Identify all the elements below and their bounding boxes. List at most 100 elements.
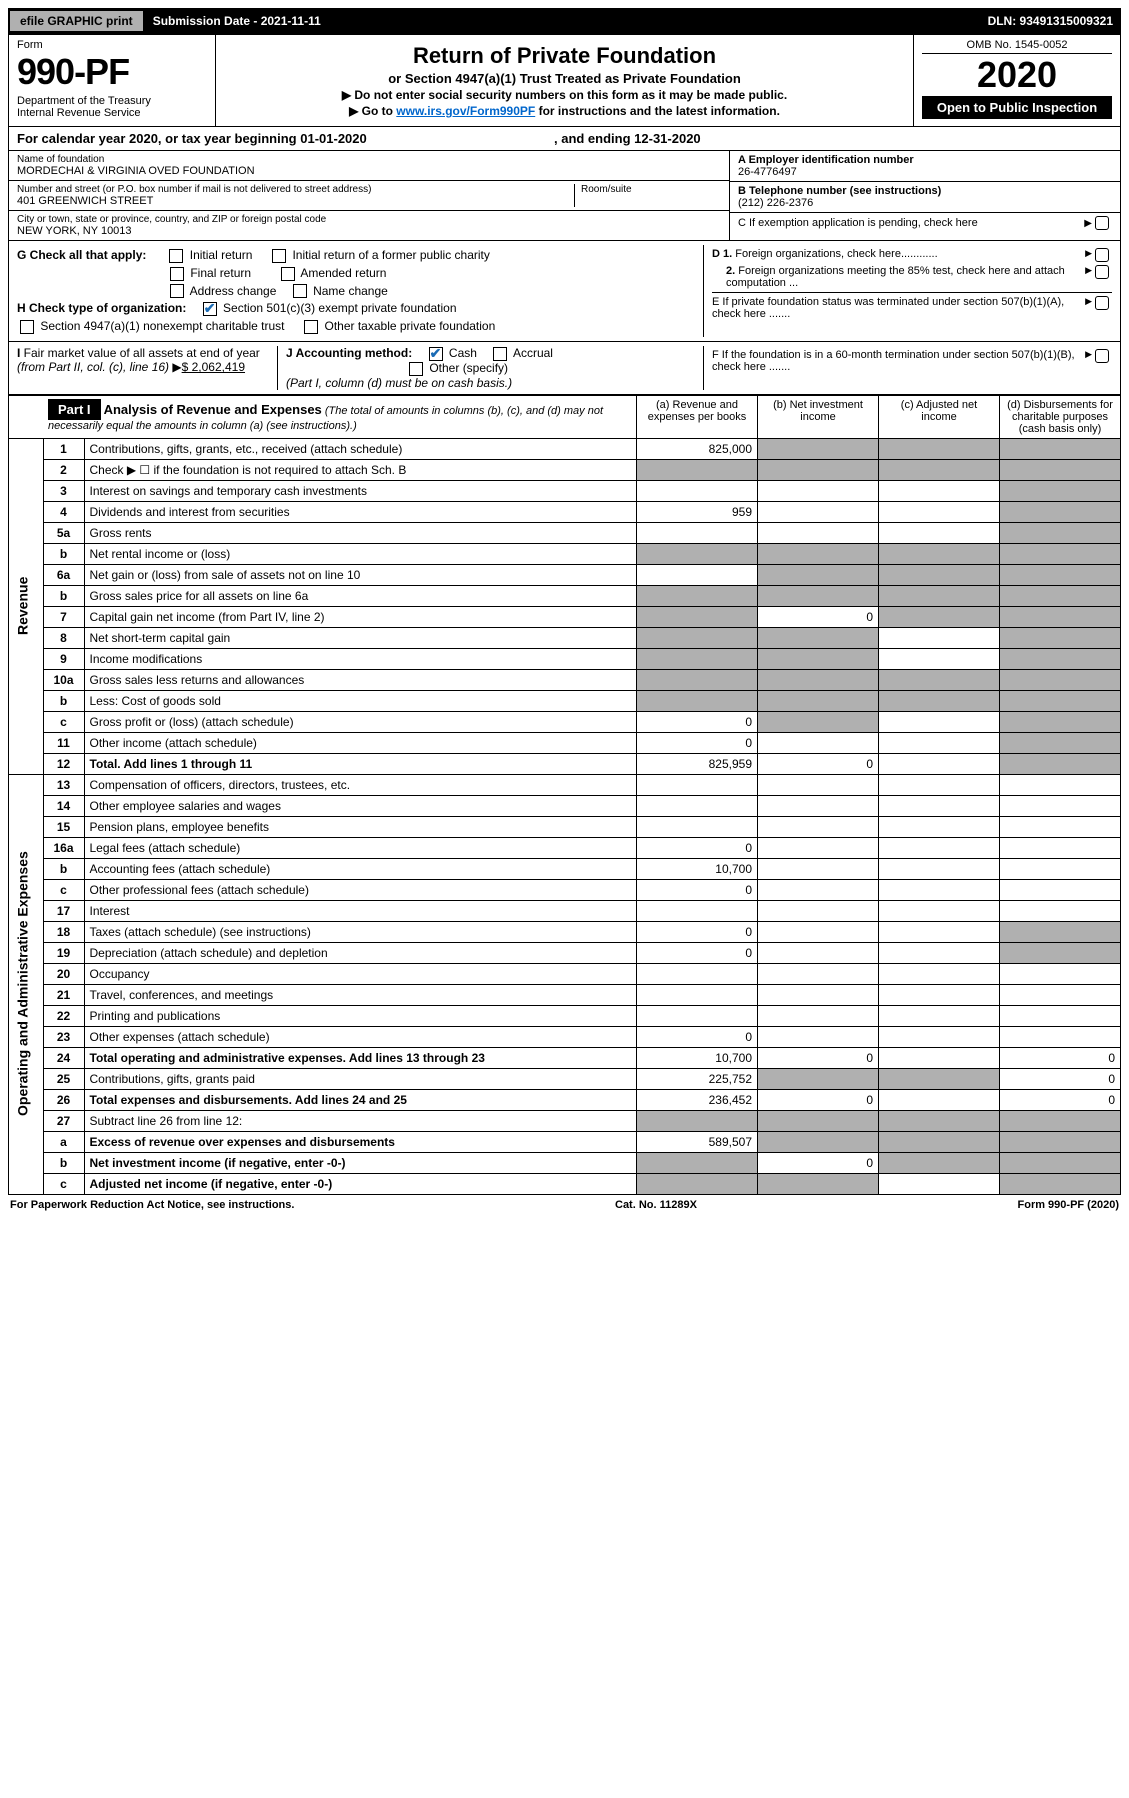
info-block: Name of foundation MORDECHAI & VIRGINIA … — [8, 151, 1121, 241]
form-subtitle: or Section 4947(a)(1) Trust Treated as P… — [226, 71, 903, 86]
g-initial-return-checkbox[interactable] — [169, 249, 183, 263]
j-other-checkbox[interactable] — [409, 362, 423, 376]
g-final-return-checkbox[interactable] — [170, 267, 184, 281]
name-label: Name of foundation — [17, 154, 721, 165]
j-cash-checkbox[interactable] — [429, 347, 443, 361]
line-number: b — [43, 585, 84, 606]
submission-date: Submission Date - 2021-11-11 — [145, 14, 329, 28]
cell-d — [1000, 648, 1121, 669]
cell-b: 0 — [758, 1089, 879, 1110]
cell-c — [879, 1110, 1000, 1131]
cell-c — [879, 501, 1000, 522]
cell-b — [758, 480, 879, 501]
cell-b — [758, 669, 879, 690]
line-number: b — [43, 690, 84, 711]
table-row: bLess: Cost of goods sold — [9, 690, 1121, 711]
line-label: Other professional fees (attach schedule… — [84, 879, 637, 900]
cell-a: 0 — [637, 942, 758, 963]
cell-b — [758, 942, 879, 963]
line-label: Other employee salaries and wages — [84, 795, 637, 816]
part1-title: Analysis of Revenue and Expenses — [104, 402, 322, 417]
h-other-taxable-checkbox[interactable] — [304, 320, 318, 334]
cell-b — [758, 690, 879, 711]
cell-a — [637, 522, 758, 543]
cell-d — [1000, 711, 1121, 732]
line-number: 13 — [43, 774, 84, 795]
cell-a — [637, 480, 758, 501]
f-checkbox[interactable] — [1095, 349, 1109, 363]
line-label: Printing and publications — [84, 1005, 637, 1026]
h-501c3-checkbox[interactable] — [203, 302, 217, 316]
form-number: 990-PF — [17, 51, 207, 93]
line-number: c — [43, 1173, 84, 1194]
table-row: 7Capital gain net income (from Part IV, … — [9, 606, 1121, 627]
cell-d — [1000, 606, 1121, 627]
cell-a — [637, 585, 758, 606]
cell-c — [879, 921, 1000, 942]
cell-a — [637, 774, 758, 795]
cell-a — [637, 1173, 758, 1194]
cell-c — [879, 837, 1000, 858]
line-number: 2 — [43, 459, 84, 480]
cell-b — [758, 795, 879, 816]
dept: Department of the Treasury Internal Reve… — [17, 95, 207, 119]
cell-d: 0 — [1000, 1047, 1121, 1068]
cell-a: 10,700 — [637, 858, 758, 879]
line-label: Less: Cost of goods sold — [84, 690, 637, 711]
e-checkbox[interactable] — [1095, 296, 1109, 310]
cell-c — [879, 816, 1000, 837]
omb: OMB No. 1545-0052 — [922, 39, 1112, 54]
expenses-vertical-label: Operating and Administrative Expenses — [9, 774, 44, 1194]
cell-c — [879, 480, 1000, 501]
cell-d — [1000, 942, 1121, 963]
cell-c — [879, 732, 1000, 753]
foundation-name: MORDECHAI & VIRGINIA OVED FOUNDATION — [17, 165, 721, 177]
line-label: Total. Add lines 1 through 11 — [84, 753, 637, 774]
d2-checkbox[interactable] — [1095, 265, 1109, 279]
cell-a — [637, 795, 758, 816]
irs-link[interactable]: www.irs.gov/Form990PF — [396, 104, 535, 118]
line-number: 10a — [43, 669, 84, 690]
cell-d — [1000, 858, 1121, 879]
g-name-change-checkbox[interactable] — [293, 284, 307, 298]
cell-b — [758, 858, 879, 879]
cell-d — [1000, 963, 1121, 984]
cell-a — [637, 1110, 758, 1131]
cell-d — [1000, 753, 1121, 774]
line-number: 24 — [43, 1047, 84, 1068]
g-initial-former-checkbox[interactable] — [272, 249, 286, 263]
cell-c — [879, 690, 1000, 711]
h-4947-checkbox[interactable] — [20, 320, 34, 334]
g-amended-checkbox[interactable] — [281, 267, 295, 281]
efile-button[interactable]: efile GRAPHIC print — [9, 10, 144, 32]
d1-checkbox[interactable] — [1095, 248, 1109, 262]
part1-table: Part I Analysis of Revenue and Expenses … — [8, 395, 1121, 1195]
cell-b — [758, 837, 879, 858]
cell-a: 825,000 — [637, 438, 758, 459]
line-number: 22 — [43, 1005, 84, 1026]
line-number: 8 — [43, 627, 84, 648]
cell-b — [758, 900, 879, 921]
cell-b — [758, 984, 879, 1005]
ein-label: A Employer identification number — [738, 154, 1112, 166]
top-bar: efile GRAPHIC print Submission Date - 20… — [8, 8, 1121, 34]
cell-c — [879, 459, 1000, 480]
cell-c — [879, 1005, 1000, 1026]
footer-left: For Paperwork Reduction Act Notice, see … — [10, 1199, 294, 1211]
table-row: 10aGross sales less returns and allowanc… — [9, 669, 1121, 690]
cell-d — [1000, 816, 1121, 837]
table-row: bNet investment income (if negative, ent… — [9, 1152, 1121, 1173]
pending-checkbox[interactable] — [1095, 216, 1109, 230]
table-row: 4Dividends and interest from securities9… — [9, 501, 1121, 522]
g-address-change-checkbox[interactable] — [170, 284, 184, 298]
line-label: Excess of revenue over expenses and disb… — [84, 1131, 637, 1152]
line-number: 3 — [43, 480, 84, 501]
line-label: Other expenses (attach schedule) — [84, 1026, 637, 1047]
footer-right: Form 990-PF (2020) — [1018, 1199, 1119, 1211]
table-row: 23Other expenses (attach schedule)0 — [9, 1026, 1121, 1047]
cell-c — [879, 963, 1000, 984]
line-label: Gross sales less returns and allowances — [84, 669, 637, 690]
cell-b — [758, 459, 879, 480]
section-i-j: I Fair market value of all assets at end… — [8, 342, 1121, 395]
j-accrual-checkbox[interactable] — [493, 347, 507, 361]
